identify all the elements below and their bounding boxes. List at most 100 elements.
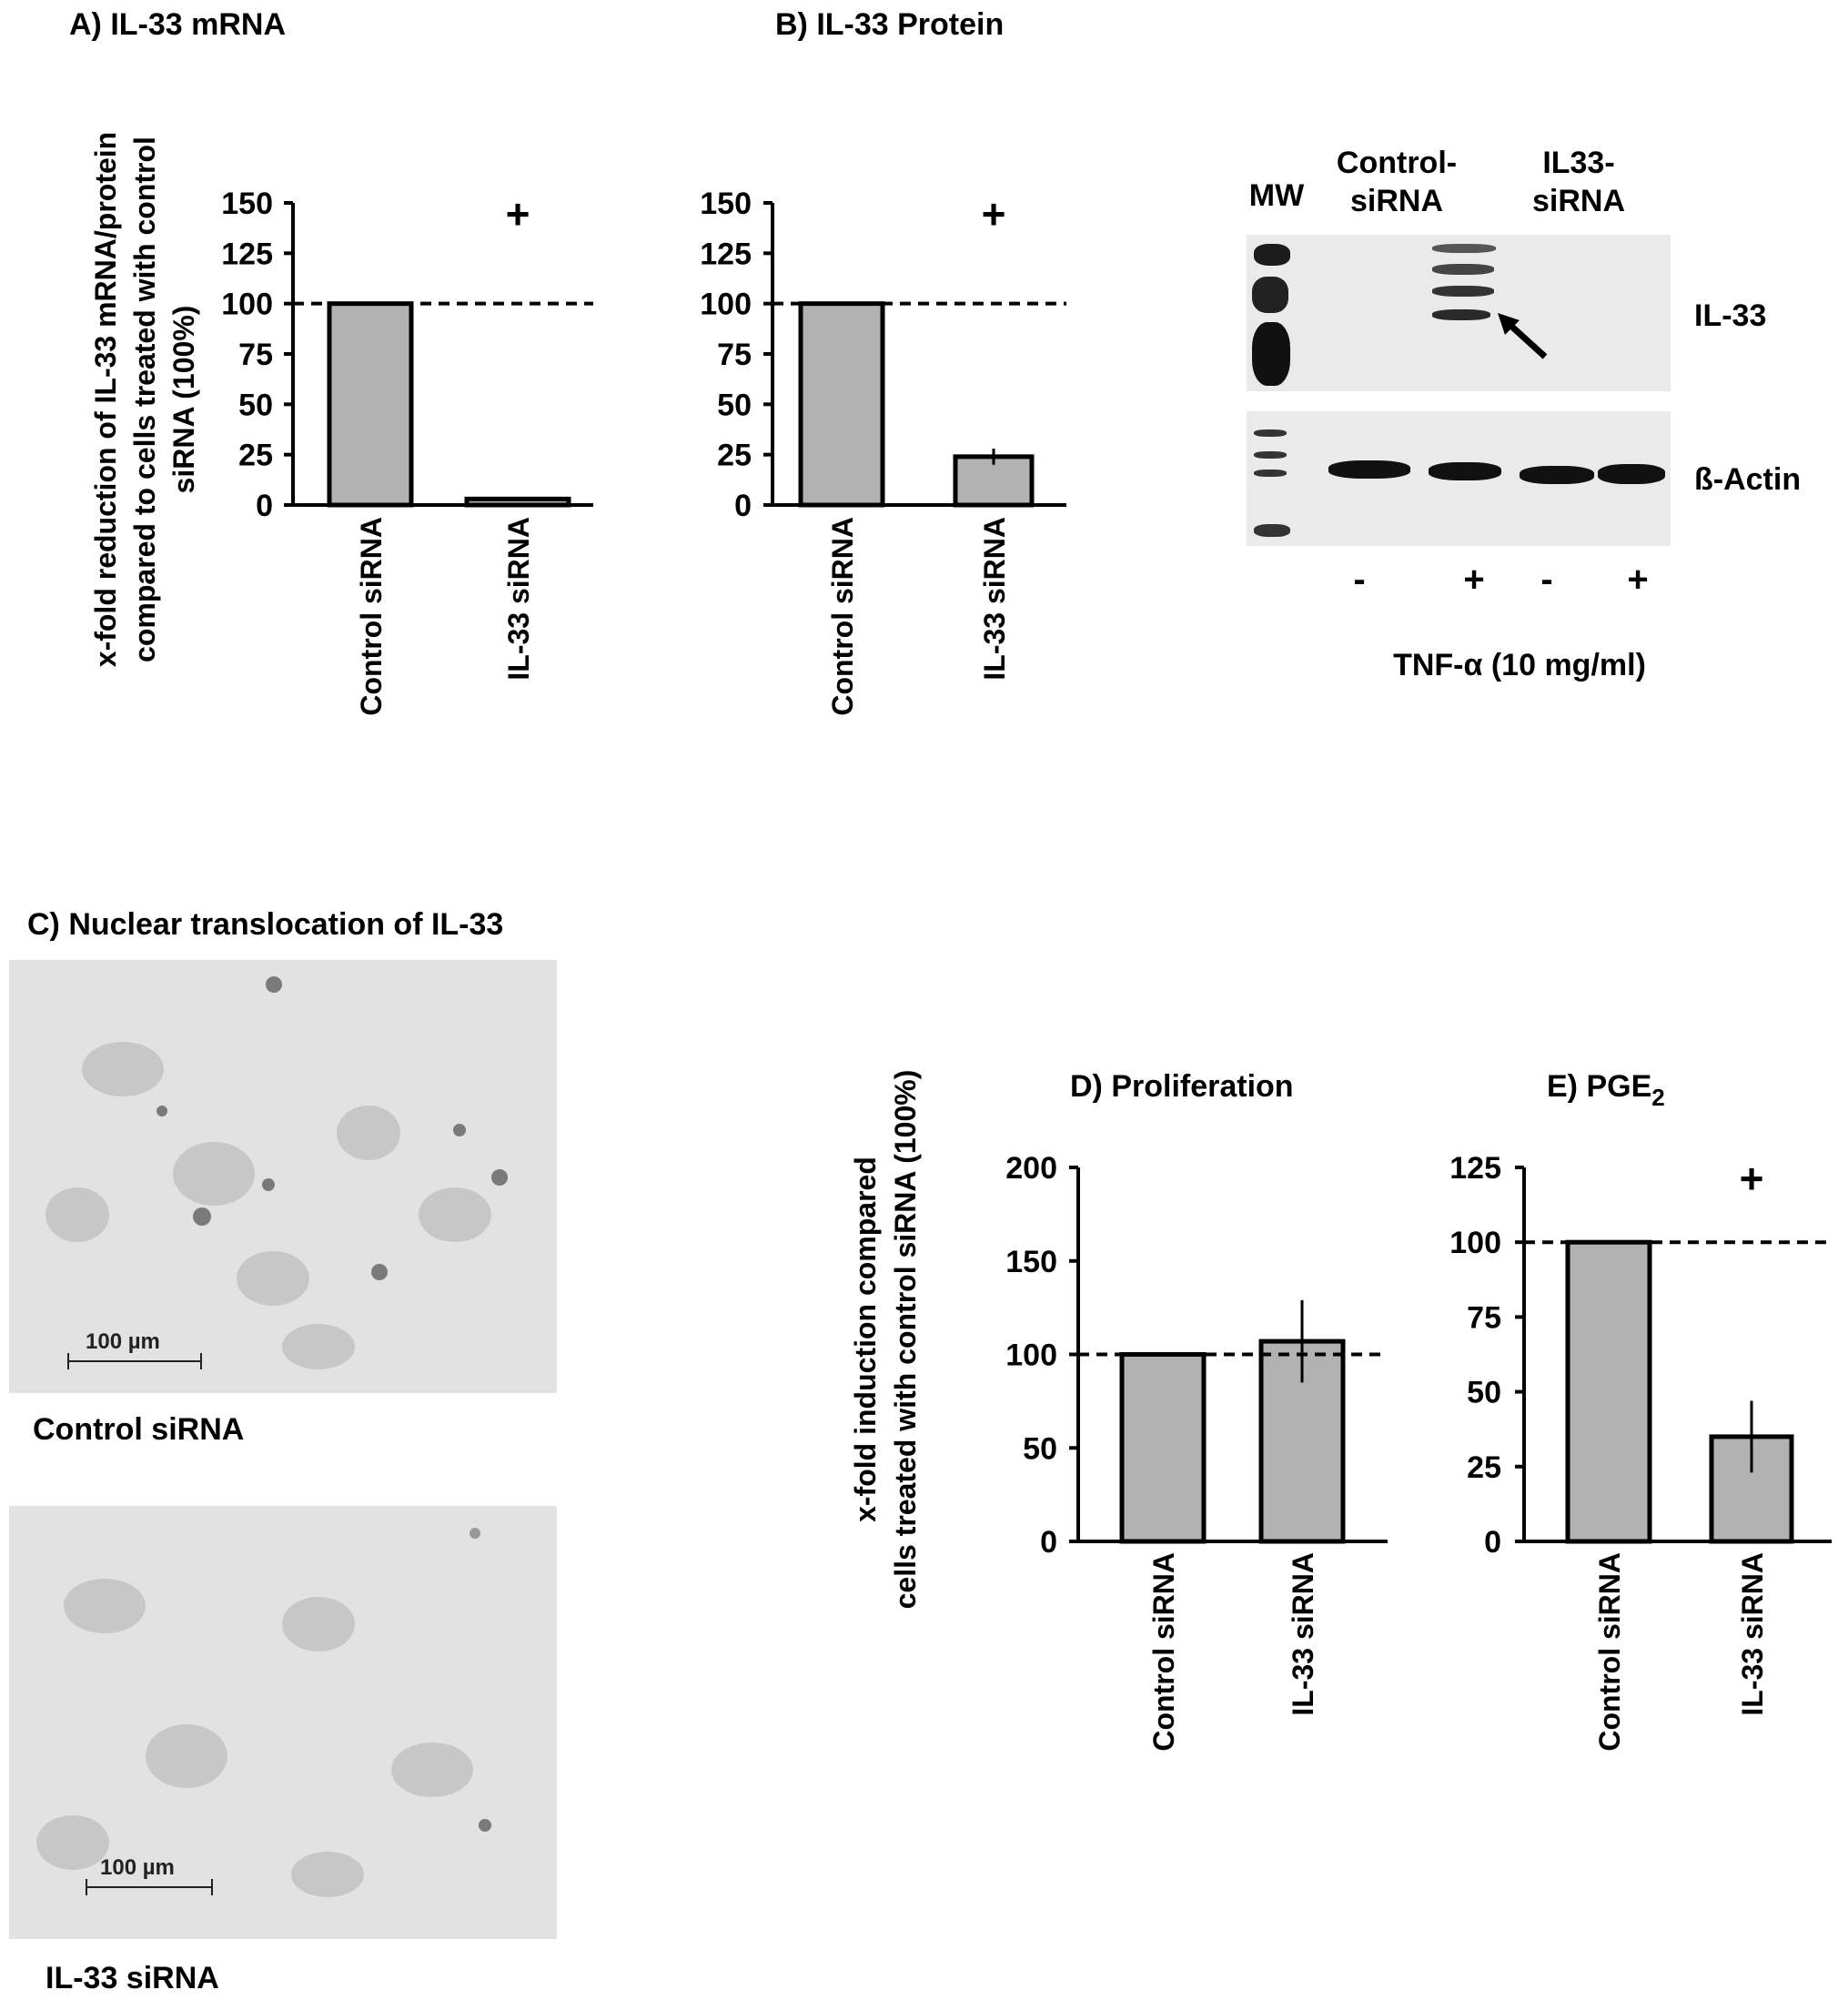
cell [146,1724,227,1788]
panel-b-title: B) IL-33 Protein [775,7,1004,42]
y-tick-label: 200 [1005,1151,1057,1186]
scale-bar [67,1353,202,1369]
y-tick-label: 25 [717,439,752,473]
cell [282,1324,355,1369]
cell [82,1042,164,1096]
y-tick-label: 150 [221,187,273,221]
nucleus [193,1207,211,1226]
panel-e-title: E) PGE2 [1547,1069,1665,1111]
y-tick-label: 0 [1484,1525,1501,1560]
blot-row-label-il33: IL-33 [1694,298,1767,333]
micrograph-caption-control: Control siRNA [33,1412,245,1447]
il33-band-target [1432,286,1494,297]
y-tick-label: 100 [1005,1338,1057,1373]
chart-e-pge2: 0 25 50 75 100 125 Control siRNA IL-33 siRNA + [1449,1151,1832,1752]
blot-row-label-actin: ß-Actin [1694,462,1802,497]
treatment-label: TNF-α (10 mg/ml) [1393,648,1646,682]
ab-ylabel-line1: x-fold reduction of IL-33 mRNA/protein [89,132,122,667]
blot-arrow [1498,313,1548,359]
actin-band-lane1 [1328,460,1410,479]
bar [798,301,885,508]
cell [419,1187,491,1242]
significance-marker: + [1740,1155,1764,1202]
cell [36,1815,109,1870]
scale-bar [86,1879,213,1895]
y-tick-label: 100 [1449,1226,1501,1260]
panel-e-title-subscript: 2 [1651,1084,1664,1111]
cell [282,1597,355,1652]
nucleus [453,1124,466,1136]
y-tick-label: 0 [734,489,752,523]
nucleus [479,1819,491,1832]
y-tick-label: 0 [256,489,273,523]
treatment-sign-2: + [1463,560,1485,600]
cell [391,1742,473,1797]
y-tick-label: 100 [700,288,752,322]
mw-marker-band [1254,451,1287,459]
mw-marker-band [1252,277,1288,313]
de-ylabel-line2: cells treated with control siRNA (100%) [889,1070,922,1610]
cell [337,1106,400,1160]
y-tick-label: 50 [238,388,273,422]
nucleus [470,1528,480,1539]
nucleus [266,976,282,993]
panel-c-title: C) Nuclear translocation of IL-33 [27,907,503,942]
blot-lane-group-il33: IL33- siRNA [1531,146,1626,218]
chart-d-proliferation: 0 50 100 150 200 Control siRNA IL-33 siRNA [1005,1151,1388,1752]
panel-d-title: D) Proliferation [1070,1069,1294,1104]
nucleus [371,1264,388,1280]
category-label: IL-33 siRNA [1287,1552,1319,1716]
y-tick-label: 125 [221,237,273,271]
category-label: Control siRNA [1147,1552,1180,1752]
ab-y-axis-label: x-fold reduction of IL-33 mRNA/protein c… [89,132,200,667]
y-tick-label: 50 [1023,1431,1057,1466]
y-tick-label: 125 [700,237,752,271]
y-tick-label: 25 [1467,1450,1501,1485]
il33-band-lower [1432,309,1490,320]
mw-marker-band [1252,322,1290,386]
chart-b-protein: 0 25 50 75 100 125 150 Control siRNA IL-33 siRNA… [700,187,1066,716]
blot-actin-panel [1247,411,1671,546]
actin-band-lane4 [1598,464,1665,484]
cell [237,1251,309,1306]
y-tick-label: 75 [717,338,752,372]
y-tick-label: 50 [717,388,752,422]
cell [291,1852,364,1897]
panel-e-title-main: E) PGE [1547,1069,1651,1104]
significance-marker: + [982,190,1006,237]
chart-a-mrna: 0 25 50 75 100 125 150 Control siRNA IL-33 siRNA… [221,187,593,716]
mw-marker-band [1254,244,1290,266]
y-tick-label: 50 [1467,1376,1501,1410]
ab-ylabel-line3: siRNA (100%) [167,306,200,494]
actin-band-lane3 [1520,466,1594,484]
cell [173,1142,255,1206]
treatment-sign-1: - [1353,560,1366,600]
cell [64,1579,146,1633]
bar [1119,1352,1207,1544]
y-tick-label: 25 [238,439,273,473]
category-label: Control siRNA [355,517,388,716]
il33-band-mid [1432,264,1494,275]
panel-a-title: A) IL-33 mRNA [69,7,286,42]
de-y-axis-label: x-fold induction compared cells treated … [849,1070,922,1610]
blot-il33-panel [1247,235,1671,391]
nucleus [491,1169,508,1186]
category-label: IL-33 siRNA [502,517,535,681]
category-label: IL-33 siRNA [978,517,1011,681]
micrograph-caption-il33: IL-33 siRNA [45,1961,219,1995]
actin-band-lane2 [1429,462,1501,480]
significance-marker: + [506,190,530,237]
bar [327,301,414,508]
treatment-sign-4: + [1627,560,1649,600]
blot-mw-label: MW [1248,178,1305,213]
scale-bar-label: 100 µm [100,1855,175,1880]
y-tick-label: 75 [238,338,273,372]
treatment-sign-3: - [1540,560,1553,600]
ab-ylabel-line2: compared to cells treated with control [128,136,161,662]
il33-band-upper [1432,244,1496,253]
category-label: Control siRNA [826,517,859,716]
nucleus [262,1178,275,1191]
nucleus [157,1106,167,1116]
y-tick-label: 150 [1005,1245,1057,1279]
